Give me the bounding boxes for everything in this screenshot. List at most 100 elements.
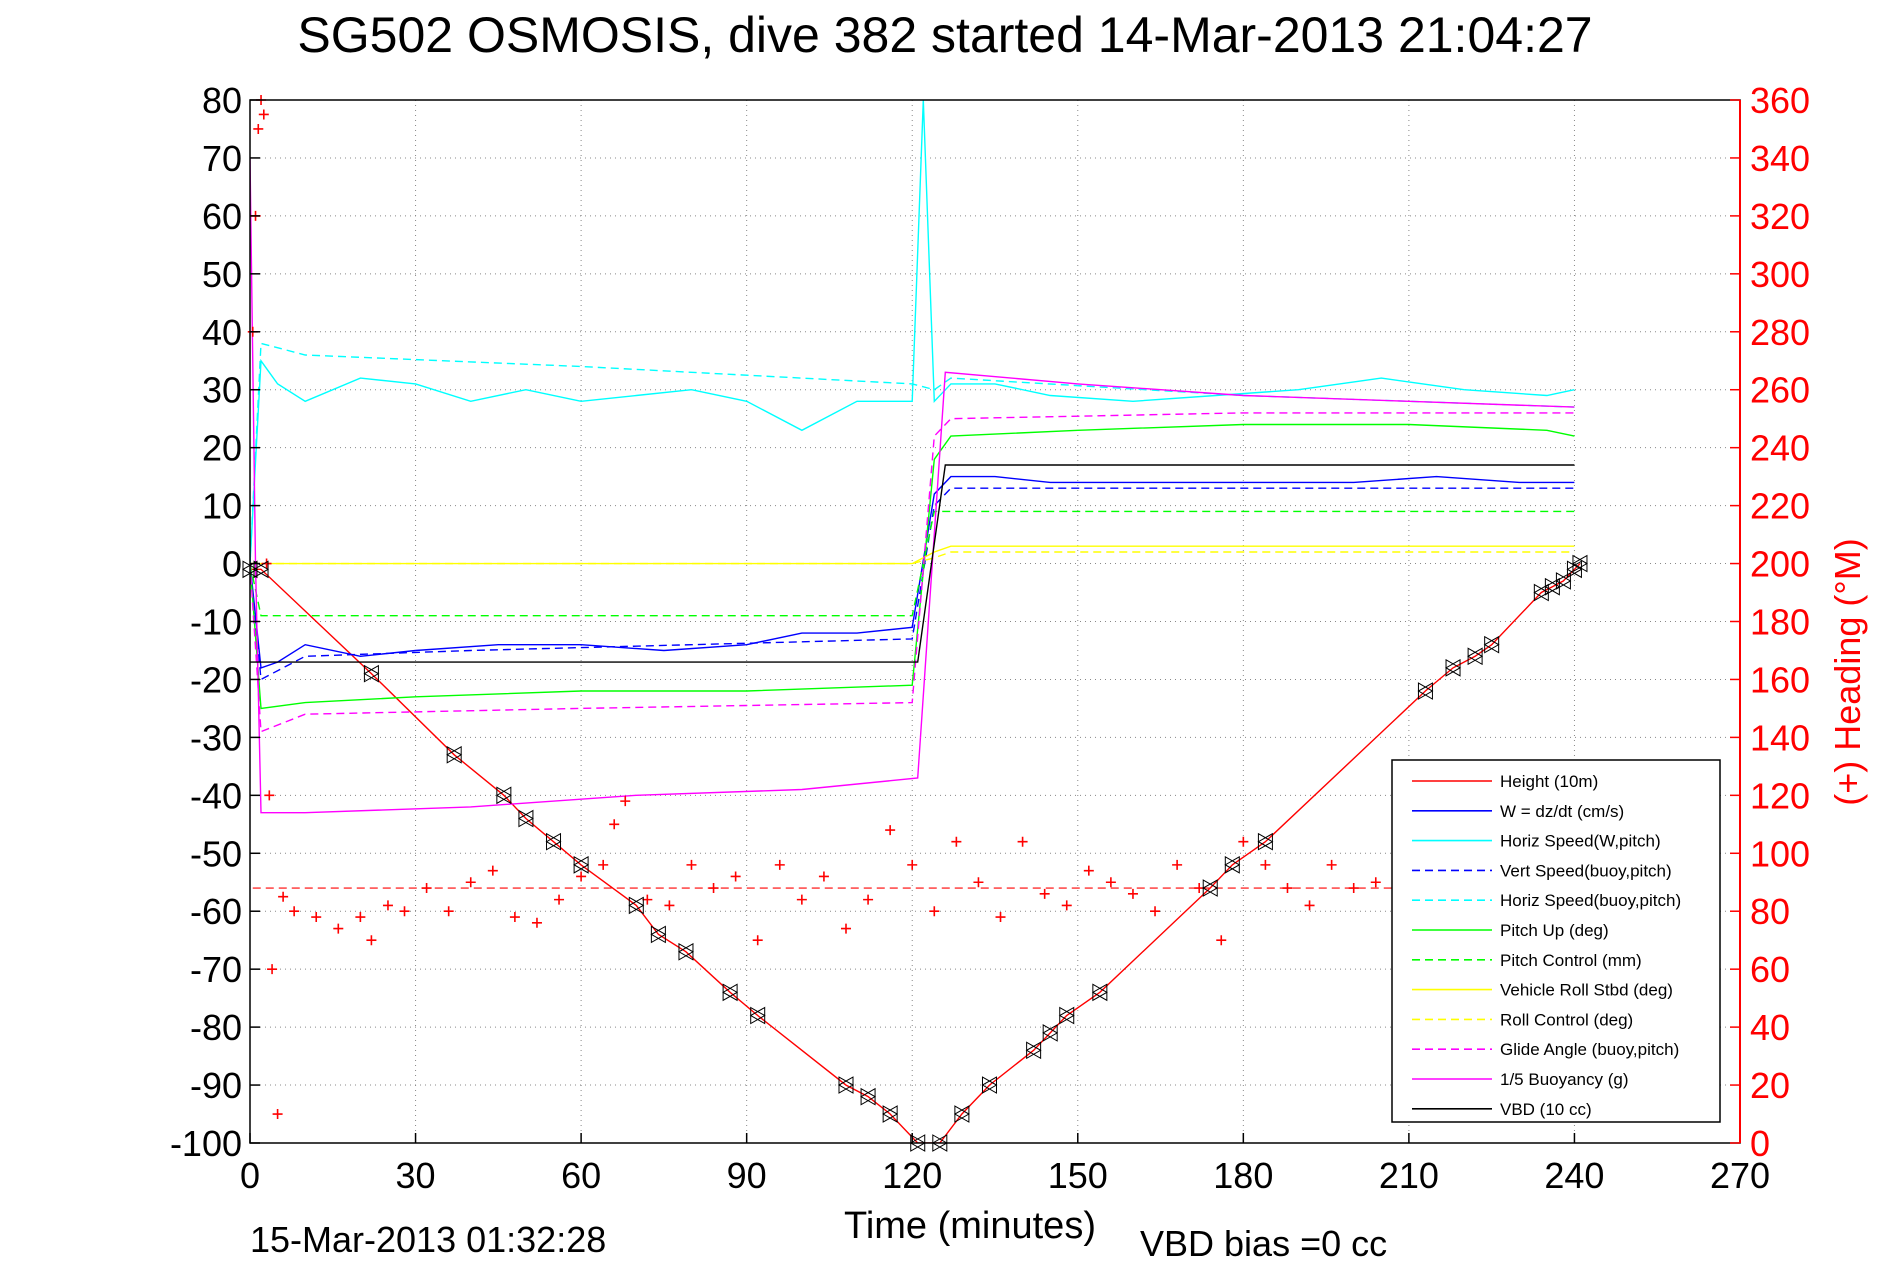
- depth-marker: [860, 1087, 877, 1106]
- heading-marker: [752, 935, 763, 946]
- heading-marker: [421, 883, 432, 894]
- depth-marker: [573, 856, 590, 874]
- depth-marker: [722, 983, 739, 1002]
- depth-marker: [882, 1105, 899, 1123]
- y2-tick-label: 100: [1750, 833, 1810, 874]
- y-tick-label: 10: [202, 486, 242, 527]
- footer-vbd-bias: VBD bias =0 cc: [1140, 1223, 1387, 1262]
- legend-label: Roll Control (deg): [1500, 1010, 1633, 1029]
- depth-marker: [677, 942, 694, 961]
- y-tick-label: 70: [202, 138, 242, 179]
- heading-marker: [885, 825, 896, 836]
- heading-marker: [642, 894, 653, 905]
- heading-marker: [355, 912, 366, 923]
- y2-tick-label: 20: [1750, 1065, 1790, 1106]
- legend-label: Height (10m): [1500, 772, 1598, 791]
- x-tick-label: 90: [727, 1155, 767, 1196]
- heading-marker: [1348, 883, 1359, 894]
- heading-marker: [1083, 865, 1094, 876]
- y2-tick-label: 260: [1750, 370, 1810, 411]
- heading-marker: [253, 123, 264, 134]
- heading-marker: [1039, 888, 1050, 899]
- heading-marker: [1326, 859, 1337, 870]
- depth-marker: [1555, 572, 1572, 590]
- y2-tick-label: 360: [1750, 80, 1810, 121]
- heading-marker: [272, 1109, 283, 1120]
- y-tick-label: 60: [202, 196, 242, 237]
- heading-marker: [620, 796, 631, 807]
- y2-axis-ticks: 0 20 40 60 80 100 120 140 160 180 200 220 240 260 280 3…: [1730, 80, 1810, 1164]
- heading-marker: [1260, 859, 1271, 870]
- y-tick-label: 50: [202, 254, 242, 295]
- depth-marker: [1202, 879, 1219, 897]
- heading-marker: [841, 923, 851, 934]
- heading-marker: [443, 906, 454, 917]
- y-tick-label: -70: [190, 949, 242, 990]
- heading-marker: [995, 912, 1006, 923]
- heading-marker: [576, 871, 587, 882]
- legend-label: VBD (10 cc): [1500, 1100, 1592, 1119]
- y2-tick-label: 60: [1750, 949, 1790, 990]
- heading-marker: [1238, 836, 1249, 847]
- depth-marker: [1417, 682, 1434, 700]
- depth-marker: [628, 896, 645, 915]
- depth-marker: [1042, 1024, 1059, 1042]
- heading-marker: [267, 964, 278, 975]
- heading-marker: [311, 912, 322, 923]
- y-axis-ticks: -100-90-80-70-60-50-40-30-20-10010203040…: [170, 80, 260, 1164]
- y2-tick-label: 320: [1750, 196, 1810, 237]
- y2-tick-label: 300: [1750, 254, 1810, 295]
- depth-marker: [749, 1006, 766, 1025]
- y2-tick-label: 240: [1750, 428, 1810, 469]
- y2-tick-label: 220: [1750, 486, 1810, 527]
- heading-marker: [333, 923, 344, 934]
- y-tick-label: 80: [202, 80, 242, 121]
- depth-marker: [981, 1076, 998, 1094]
- heading-marker: [730, 871, 741, 882]
- series-line-9: [250, 412, 1575, 733]
- y2-tick-label: 340: [1750, 138, 1810, 179]
- heading-marker: [1105, 877, 1116, 888]
- heading-marker: [664, 900, 675, 911]
- depth-marker: [1566, 560, 1583, 579]
- legend-label: Vehicle Roll Stbd (deg): [1500, 981, 1673, 1000]
- x-tick-label: 60: [561, 1155, 601, 1196]
- x-tick-label: 270: [1710, 1155, 1770, 1196]
- heading-marker: [487, 865, 498, 876]
- heading-marker: [382, 900, 393, 911]
- y2-tick-label: 180: [1750, 602, 1810, 643]
- depth-marker: [1467, 647, 1484, 666]
- y2-axis-label: (+) Heading (°M): [1827, 538, 1868, 805]
- x-tick-label: 240: [1544, 1155, 1604, 1196]
- depth-marker: [1571, 554, 1588, 573]
- y2-tick-label: 160: [1750, 659, 1810, 700]
- y2-tick-label: 120: [1750, 775, 1810, 816]
- series-line-11: [250, 464, 1575, 663]
- depth-marker: [545, 832, 562, 851]
- x-axis-label: Time (minutes): [844, 1205, 1096, 1247]
- heading-marker: [366, 935, 377, 946]
- x-tick-label: 30: [396, 1155, 436, 1196]
- y-tick-label: -40: [190, 775, 242, 816]
- depth-marker: [1224, 856, 1241, 874]
- legend-label: Horiz Speed(W,pitch): [1500, 832, 1661, 851]
- y-tick-label: 30: [202, 370, 242, 411]
- series-line-8: [250, 551, 1575, 565]
- heading-marker: [509, 912, 520, 923]
- heading-marker: [1304, 900, 1315, 911]
- legend-label: W = dz/dt (cm/s): [1500, 802, 1624, 821]
- heading-marker: [1017, 836, 1028, 847]
- depth-marker: [953, 1105, 970, 1123]
- depth-marker: [253, 560, 270, 579]
- series-line-4: [250, 342, 1575, 564]
- heading-marker: [796, 894, 807, 905]
- series-line-2: [250, 100, 1575, 564]
- x-tick-label: 120: [882, 1155, 942, 1196]
- y-tick-label: -60: [190, 891, 242, 932]
- depth-marker: [1025, 1041, 1042, 1060]
- depth-marker: [495, 786, 512, 805]
- y2-tick-label: 200: [1750, 544, 1810, 585]
- legend-label: Pitch Control (mm): [1500, 951, 1642, 970]
- y-tick-label: 40: [202, 312, 242, 353]
